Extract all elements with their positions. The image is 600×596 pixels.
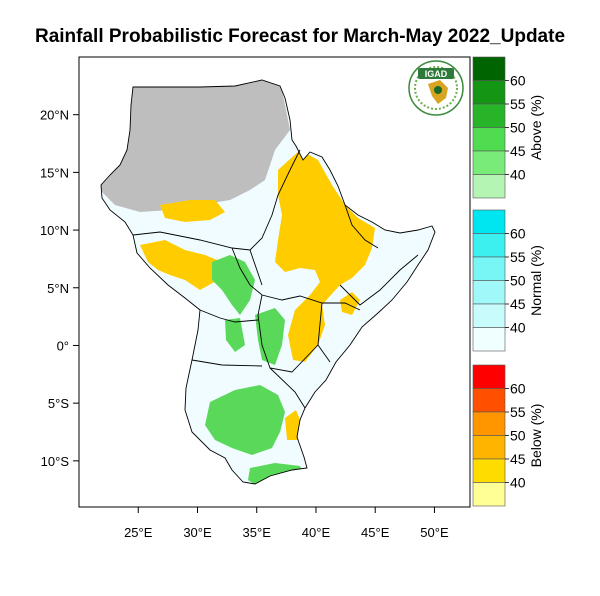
country-borders — [100, 79, 436, 485]
y-tick-label: 5°N — [47, 281, 69, 296]
above-normal-area-central — [212, 255, 255, 315]
colorbar-segment — [472, 303, 506, 328]
colorbar-segment — [472, 482, 506, 507]
colorbar-level-label: 45 — [510, 296, 526, 312]
x-tick-label: 30°E — [183, 525, 212, 540]
x-axis: 25°E 30°E 35°E 40°E 45°E 50°E — [124, 507, 449, 540]
colorbar-segment — [472, 280, 506, 305]
colorbar-level-label: 40 — [510, 475, 526, 491]
colorbar-segment — [472, 458, 506, 483]
colorbar-segment — [472, 411, 506, 436]
x-tick-label: 50°E — [420, 525, 449, 540]
colorbar-segment — [472, 56, 506, 81]
colorbar-level-label: 55 — [510, 96, 526, 112]
logo-banner — [418, 68, 454, 79]
y-tick-label: 5°S — [48, 396, 69, 411]
colorbar-segment — [472, 388, 506, 413]
igad-logo: IGAD — [408, 60, 464, 116]
colorbar-level-label: 60 — [510, 226, 526, 242]
colorbar-level-label: 40 — [510, 167, 526, 183]
logo-text: IGAD — [425, 69, 448, 79]
colorbar-segment — [472, 150, 506, 175]
colorbar-title: Normal (%) — [528, 245, 544, 316]
above-normal-area-tanzania — [205, 385, 285, 455]
colorbar-level-label: 60 — [510, 73, 526, 89]
below-normal-area-sudan — [160, 200, 225, 222]
colorbar-segment — [472, 256, 506, 281]
above-normal-area-west — [225, 318, 245, 352]
y-axis: 20°N 15°N 10°N 5°N 0° 5°S 10°S — [40, 108, 79, 469]
colorbar-level-label: 60 — [510, 381, 526, 397]
x-tick-label: 40°E — [302, 525, 331, 540]
x-tick-label: 45°E — [361, 525, 390, 540]
colorbar-level-label: 50 — [510, 428, 526, 444]
colorbar-segment — [472, 209, 506, 234]
colorbar-segment — [472, 327, 506, 352]
y-tick-label: 10°S — [41, 454, 70, 469]
x-tick-label: 25°E — [124, 525, 153, 540]
below-normal-area-somalia — [340, 292, 360, 315]
colorbar-segment — [472, 127, 506, 152]
colorbar-title: Above (%) — [528, 95, 544, 160]
below-normal-area-south-sudan — [140, 240, 222, 290]
logo-dot — [434, 86, 442, 94]
y-tick-label: 0° — [57, 338, 69, 353]
colorbar-level-label: 55 — [510, 249, 526, 265]
colorbar-level-label: 45 — [510, 451, 526, 467]
colorbar-segment — [472, 233, 506, 258]
colorbar-level-label: 45 — [510, 143, 526, 159]
y-tick-label: 15°N — [40, 165, 69, 180]
colorbar-segment — [472, 435, 506, 460]
colorbar-segment — [472, 103, 506, 128]
colorbar-segment — [472, 174, 506, 199]
y-tick-label: 10°N — [40, 223, 69, 238]
colorbar-level-label: 50 — [510, 273, 526, 289]
dry-season-area — [101, 80, 290, 212]
colorbar-segment — [472, 80, 506, 105]
y-tick-label: 20°N — [40, 108, 69, 123]
chart-title: Rainfall Probabilistic Forecast for Marc… — [34, 26, 566, 47]
colorbar-level-label: 40 — [510, 320, 526, 336]
above-normal-area-uganda — [255, 308, 285, 365]
below-normal-area-ethiopia — [275, 150, 375, 362]
colorbar-segment — [472, 364, 506, 389]
x-tick-label: 35°E — [243, 525, 272, 540]
colorbar-title: Below (%) — [528, 404, 544, 468]
colorbar-level-label: 50 — [510, 120, 526, 136]
colorbar-level-label: 55 — [510, 404, 526, 420]
